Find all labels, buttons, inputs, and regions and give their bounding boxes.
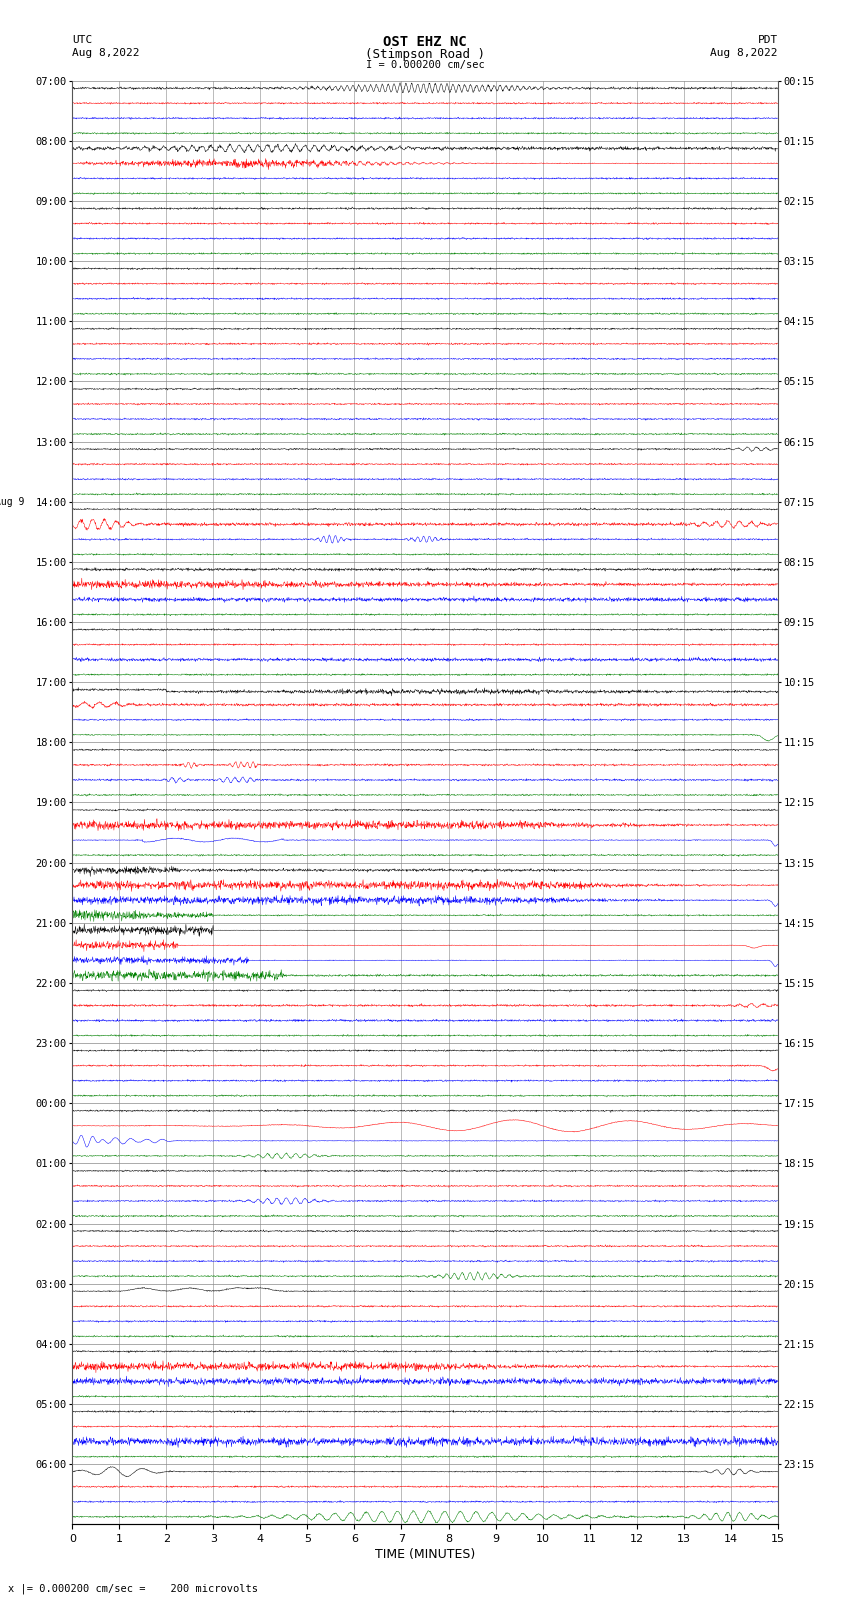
Text: UTC: UTC [72,35,93,45]
Text: Aug 9: Aug 9 [0,497,25,506]
Text: x |= 0.000200 cm/sec =    200 microvolts: x |= 0.000200 cm/sec = 200 microvolts [8,1582,258,1594]
Text: Aug 8,2022: Aug 8,2022 [72,48,139,58]
Text: OST EHZ NC: OST EHZ NC [383,35,467,50]
X-axis label: TIME (MINUTES): TIME (MINUTES) [375,1548,475,1561]
Text: I = 0.000200 cm/sec: I = 0.000200 cm/sec [366,60,484,69]
Text: Aug 8,2022: Aug 8,2022 [711,48,778,58]
Text: PDT: PDT [757,35,778,45]
Text: (Stimpson Road ): (Stimpson Road ) [365,48,485,61]
